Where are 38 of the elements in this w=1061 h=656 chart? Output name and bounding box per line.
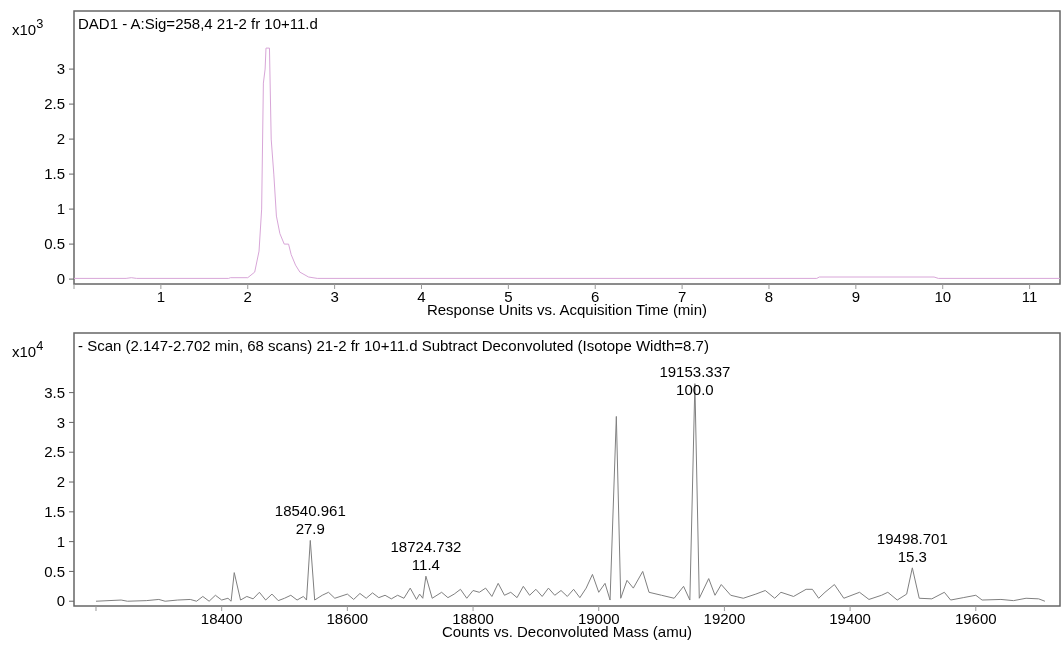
x-tick-label: 19200 [703, 610, 746, 627]
annotation: 19153.337 100.0 [659, 363, 731, 398]
chart-title: - Scan (2.147-2.702 min, 68 scans) 21-2 fr 10+11.d Subtract Deconvoluted (Isotope Width=8.7) [78, 337, 709, 354]
x-tick-label: 3 [330, 288, 339, 305]
y-tick-label: 1 [56, 200, 65, 218]
y-tick-label: 3 [56, 413, 65, 431]
chart-title: DAD1 - A:Sig=258,4 21-2 fr 10+11.d [78, 15, 318, 32]
line-series [95, 383, 1046, 602]
annotation: 18724.732 11.4 [390, 538, 462, 574]
y-tick-label: 0 [56, 592, 65, 610]
x-tick-label: 19400 [829, 610, 871, 627]
y-tick-label: 2 [56, 473, 65, 491]
y-tick-label: 0 [56, 270, 65, 288]
x-tick-label: 9 [851, 288, 861, 305]
y-tick-label: 3 [56, 60, 65, 78]
x-tick-label: 10 [934, 288, 952, 305]
x-tick-label: 19600 [954, 610, 997, 627]
x-tick-label: 11 [1021, 288, 1038, 305]
y-tick-label: 0.5 [44, 562, 65, 580]
y-tick-label: 3.5 [44, 383, 65, 401]
x-tick-label: 2 [243, 288, 252, 305]
x-tick-label: 1 [156, 288, 166, 305]
x-tick-label: 8 [764, 288, 774, 305]
y-tick-label: 2 [56, 130, 65, 148]
y-tick-label: 1.5 [44, 503, 65, 521]
x-tick-label: 18400 [200, 610, 243, 627]
y-axis-title: x10$^{3}$ [12, 15, 44, 38]
y-tick-label: 2.5 [44, 95, 65, 113]
line-series [74, 47, 1060, 279]
y-tick-label: 2.5 [44, 443, 65, 461]
y-tick-label: 1 [56, 532, 65, 550]
x-tick-label: 4 [417, 288, 426, 305]
y-tick-label: 0.5 [44, 235, 65, 253]
annotation: 19498.701 15.3 [876, 529, 948, 565]
y-tick-label: 1.5 [44, 165, 65, 183]
x-tick-label: 18600 [326, 610, 369, 627]
annotation: 18540.961 27.9 [274, 502, 346, 538]
y-axis-title: x10$^{4}$ [12, 337, 44, 360]
